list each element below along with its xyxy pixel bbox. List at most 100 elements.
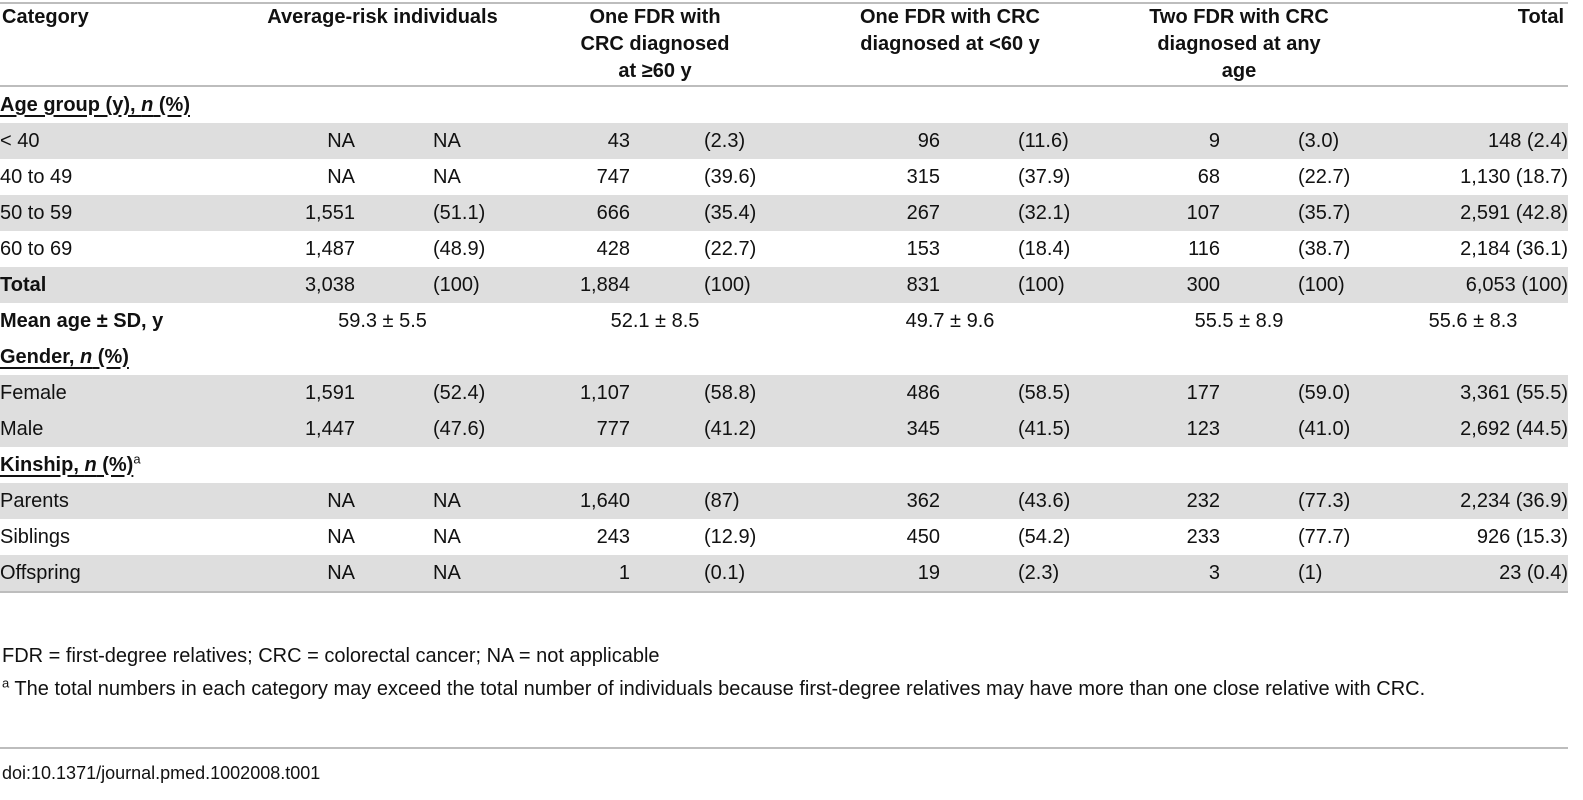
footnote-marker: a: [133, 450, 141, 466]
cell: (35.4): [630, 195, 800, 231]
cell: 49.7 ± 9.6: [905, 309, 995, 332]
row-label: Parents: [0, 483, 255, 519]
cell-total: 148 (2.4): [1378, 123, 1569, 159]
header-two-fdr: Two FDR with CRC diagnosed at any age: [1100, 2, 1379, 87]
cell: (87): [630, 483, 800, 519]
cell: 666: [510, 195, 630, 231]
cell-total: 1,130 (18.7): [1460, 165, 1569, 188]
row-label: Total: [0, 267, 255, 303]
cell: 777: [510, 411, 630, 447]
table-header: Category Average-risk individuals One FD…: [0, 2, 1569, 87]
section-gender-label: Gender, n (%): [0, 345, 129, 368]
cell: 9: [1100, 123, 1220, 159]
cell: (1): [1220, 555, 1379, 593]
cell: 1,107: [510, 375, 630, 411]
cell: (51.1): [355, 195, 510, 231]
cell: 1,487: [304, 237, 355, 260]
doi-link[interactable]: doi:10.1371/journal.pmed.1002008.t001: [2, 763, 321, 783]
cell: 233: [1186, 525, 1220, 548]
cell: (100): [940, 267, 1100, 303]
cell: 96: [800, 123, 940, 159]
table-row: Siblings NA NA 243 (12.9) 450 (54.2) 233…: [0, 519, 1568, 555]
footnote-a-marker: a: [2, 675, 10, 691]
table-row-total: Total 3,038 (100) 1,884 (100) 831 (100) …: [0, 267, 1569, 303]
cell: (54.2): [1018, 525, 1071, 548]
header-total: Total: [1378, 2, 1569, 87]
header-one-fdr-lt60: One FDR with CRC diagnosed at <60 y: [800, 2, 1100, 87]
cell: (43.6): [940, 483, 1100, 519]
cell: 345: [800, 411, 940, 447]
cell: 315: [906, 165, 940, 188]
row-label: Female: [0, 375, 255, 411]
cell: (35.7): [1220, 195, 1379, 231]
cell: (100): [355, 267, 510, 303]
row-label: Mean age ± SD, y: [0, 309, 164, 332]
cell: (3.0): [1220, 123, 1379, 159]
cell-total: 3,361 (55.5): [1378, 375, 1569, 411]
cell: 3: [1100, 555, 1220, 593]
cell: (11.6): [940, 123, 1100, 159]
cell: (0.1): [630, 555, 800, 593]
header-average-risk: Average-risk individuals: [255, 2, 510, 87]
cell: 19: [800, 555, 940, 593]
cell-total: 55.6 ± 8.3: [1428, 309, 1518, 332]
cell-total: 23 (0.4): [1378, 555, 1569, 593]
cell: 59.3 ± 5.5: [338, 309, 427, 332]
cell: (58.5): [940, 375, 1100, 411]
row-label: < 40: [0, 123, 255, 159]
table-row: Female 1,591 (52.4) 1,107 (58.8) 486 (58…: [0, 375, 1569, 411]
cell: 116: [1188, 237, 1220, 260]
cell: NA: [327, 165, 355, 188]
section-age-label: Age group (y), n (%): [0, 93, 190, 116]
cell: 831: [800, 267, 940, 303]
cell: (77.3): [1220, 483, 1379, 519]
table-row: Offspring NA NA 1 (0.1) 19 (2.3) 3 (1) 2…: [0, 555, 1569, 593]
cell: 1,640: [510, 483, 630, 519]
cell: (100): [630, 267, 800, 303]
section-age-group: Age group (y), n (%): [0, 86, 1568, 123]
cell: (59.0): [1220, 375, 1379, 411]
cell: 450: [906, 525, 940, 548]
cell: NA: [255, 555, 355, 593]
cell: 107: [1100, 195, 1220, 231]
cell: 3,038: [255, 267, 355, 303]
header-category: Category: [0, 2, 255, 87]
cell: 243: [596, 525, 630, 548]
cell: 43: [510, 123, 630, 159]
cell-total: 926 (15.3): [1476, 525, 1569, 548]
cell-total: 2,591 (42.8): [1378, 195, 1569, 231]
cell: NA: [433, 165, 461, 188]
cell: NA: [327, 525, 355, 548]
footnote-abbreviations: FDR = first-degree relatives; CRC = colo…: [2, 645, 660, 667]
cell: 68: [1197, 165, 1220, 188]
cell: 1,551: [255, 195, 355, 231]
cell: NA: [355, 555, 510, 593]
cell: (39.6): [704, 165, 757, 188]
footer-divider: [0, 747, 1568, 749]
cell: NA: [355, 123, 510, 159]
cell: (22.7): [704, 237, 757, 260]
cell: 428: [596, 237, 630, 260]
data-table: Category Average-risk individuals One FD…: [0, 2, 1569, 593]
cell: 1,884: [510, 267, 630, 303]
cell: 55.5 ± 8.9: [1194, 309, 1284, 332]
section-kinship: Kinship, n (%)a: [0, 447, 1568, 483]
cell: (41.2): [630, 411, 800, 447]
section-gender: Gender, n (%): [0, 339, 1568, 375]
cell: (22.7): [1298, 165, 1351, 188]
row-label: Male: [0, 411, 255, 447]
cell-total: 2,234 (36.9): [1378, 483, 1569, 519]
cell-total: 2,692 (44.5): [1378, 411, 1569, 447]
cell: 1: [510, 555, 630, 593]
cell: (41.0): [1220, 411, 1379, 447]
cell: (38.7): [1298, 237, 1351, 260]
cell: 232: [1100, 483, 1220, 519]
table-footnotes: FDR = first-degree relatives; CRC = colo…: [2, 640, 1562, 706]
row-label: Siblings: [0, 525, 71, 548]
cell: (2.3): [940, 555, 1100, 593]
cell: NA: [355, 483, 510, 519]
cell: 362: [800, 483, 940, 519]
cell: (58.8): [630, 375, 800, 411]
cell: (2.3): [630, 123, 800, 159]
